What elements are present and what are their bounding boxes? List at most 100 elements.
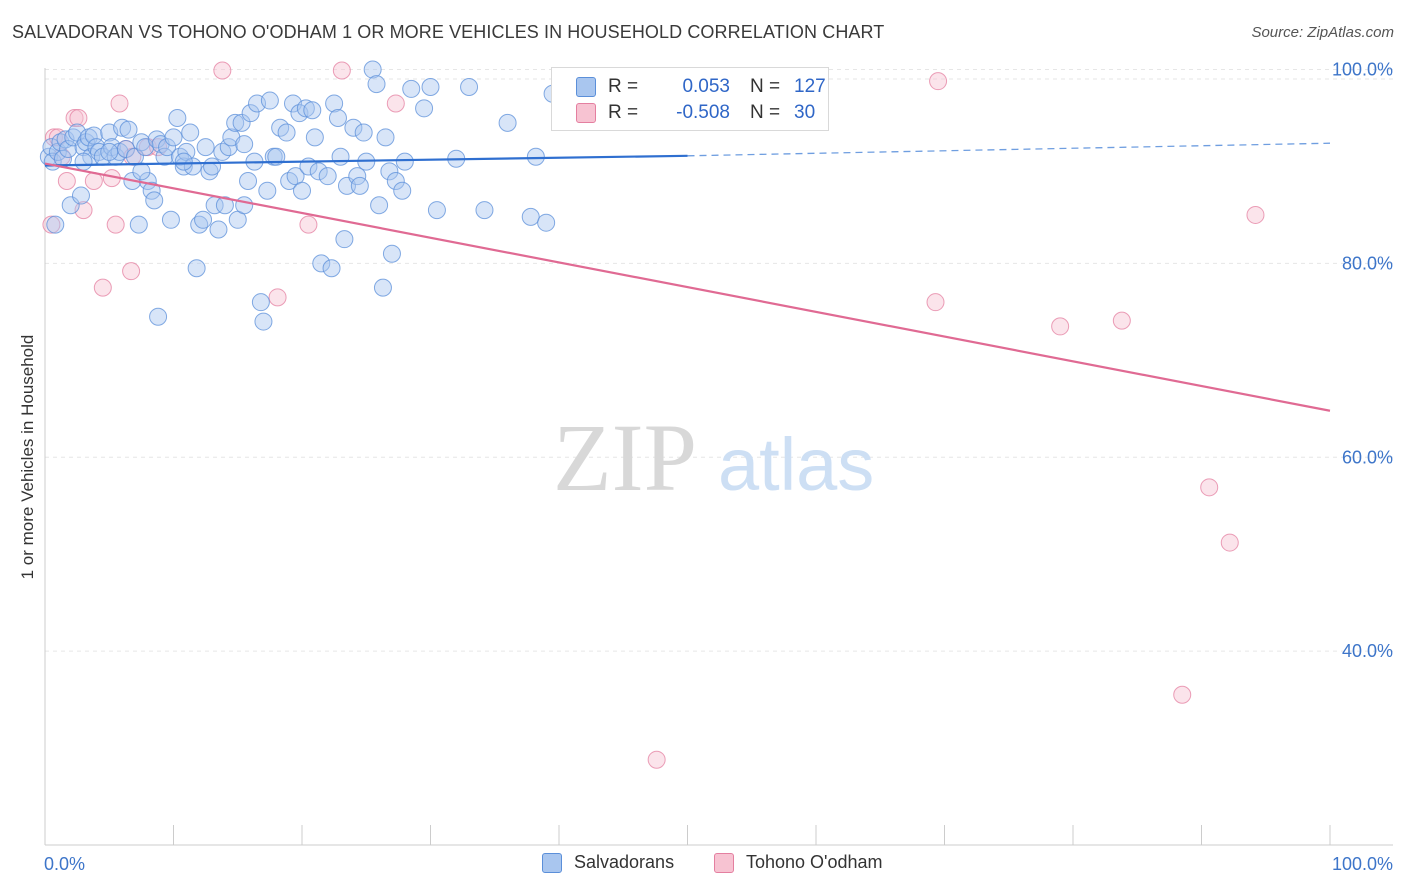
data-point	[1112, 311, 1131, 330]
data-point	[251, 293, 270, 312]
data-point	[213, 61, 232, 80]
data-point	[370, 196, 389, 215]
data-point	[277, 123, 296, 142]
data-point	[254, 312, 273, 331]
data-point	[93, 278, 112, 297]
data-point	[42, 215, 61, 234]
data-point	[48, 128, 67, 147]
data-point	[498, 113, 517, 132]
legend-row-salvadorans: R = 0.053 N = 127	[576, 75, 826, 99]
data-point	[187, 259, 206, 278]
data-point	[226, 113, 245, 132]
data-point	[929, 72, 948, 91]
y-tick-label: 60.0%	[1342, 447, 1393, 467]
data-point	[215, 196, 234, 215]
legend-item-salvadorans: Salvadorans	[542, 852, 674, 873]
data-point	[322, 259, 341, 278]
legend-label-tohono: Tohono O'odham	[746, 852, 883, 872]
data-point	[335, 230, 354, 249]
data-point	[393, 181, 412, 200]
legend-swatch-salvadorans	[542, 852, 562, 873]
x-tick-labels: 0.0% 100.0%	[44, 854, 1393, 874]
data-point	[521, 207, 540, 226]
data-point	[235, 135, 254, 154]
data-point	[305, 128, 324, 147]
legend-item-tohono: Tohono O'odham	[714, 852, 883, 873]
data-point	[46, 215, 65, 234]
data-point	[318, 167, 337, 186]
y-tick-label: 100.0%	[1332, 60, 1393, 80]
data-point	[232, 113, 251, 132]
data-point	[149, 307, 168, 326]
data-point	[74, 152, 93, 171]
trend-lines	[44, 142, 1331, 412]
data-point	[926, 293, 945, 312]
data-point	[344, 118, 363, 137]
data-point	[57, 172, 76, 191]
data-point	[1220, 533, 1239, 552]
data-point	[350, 176, 369, 195]
legend-row-tohono: R = -0.508 N = 30	[576, 101, 815, 125]
data-point	[380, 162, 399, 181]
data-point	[309, 162, 328, 181]
data-point	[59, 140, 78, 159]
data-point	[526, 147, 545, 166]
data-point	[373, 278, 392, 297]
data-point	[239, 172, 258, 191]
trend-line-salvadorans-extension	[687, 142, 1331, 157]
y-axis-label: 1 or more Vehicles in Household	[18, 334, 37, 580]
legend-swatch-tohono	[576, 103, 596, 123]
trend-line-salvadorans	[44, 154, 688, 167]
data-point	[376, 128, 395, 147]
legend-label-salvadorans: Salvadorans	[574, 852, 675, 872]
data-point	[367, 75, 386, 94]
data-point	[158, 138, 177, 157]
watermark-atlas: atlas	[718, 423, 874, 506]
data-point	[332, 61, 351, 80]
data-point	[194, 210, 213, 229]
data-point	[119, 120, 138, 139]
data-point	[258, 181, 277, 200]
data-point	[168, 109, 187, 128]
x-tick-label: 100.0%	[1332, 854, 1393, 874]
series-legend: Salvadorans Tohono O'odham	[0, 852, 1406, 876]
data-point	[386, 172, 405, 191]
legend-swatch-salvadorans	[576, 77, 596, 97]
source-credit: Source: ZipAtlas.com	[1251, 24, 1394, 41]
data-point	[164, 128, 183, 147]
data-point	[382, 244, 401, 263]
data-point	[475, 201, 494, 220]
data-point	[110, 94, 129, 113]
legend-n-value: 30	[794, 102, 816, 123]
data-point	[647, 750, 666, 769]
data-point	[303, 101, 322, 120]
y-tick-label: 40.0%	[1342, 641, 1393, 661]
data-point	[77, 133, 96, 152]
data-point	[312, 254, 331, 273]
legend-r-label: R =	[608, 102, 639, 123]
watermark-zip: ZIP	[553, 404, 697, 511]
data-point	[203, 157, 222, 176]
data-point	[537, 213, 556, 232]
data-point	[1051, 317, 1070, 336]
data-point	[354, 123, 373, 142]
data-point	[113, 118, 132, 137]
legend-n-label: N =	[750, 102, 781, 123]
data-point	[460, 77, 479, 96]
legend-swatch-tohono	[714, 852, 734, 873]
data-point	[427, 201, 446, 220]
data-point	[84, 126, 103, 145]
data-point	[209, 220, 228, 239]
data-point	[132, 162, 151, 181]
data-point	[363, 60, 382, 79]
data-point	[100, 142, 119, 161]
data-point	[122, 262, 141, 281]
chart-title: SALVADORAN VS TOHONO O'ODHAM 1 OR MORE V…	[12, 22, 885, 42]
data-point	[181, 123, 200, 142]
data-point	[402, 79, 421, 98]
data-point	[328, 109, 347, 128]
data-point	[129, 215, 148, 234]
data-point	[235, 196, 254, 215]
data-point	[1173, 685, 1192, 704]
